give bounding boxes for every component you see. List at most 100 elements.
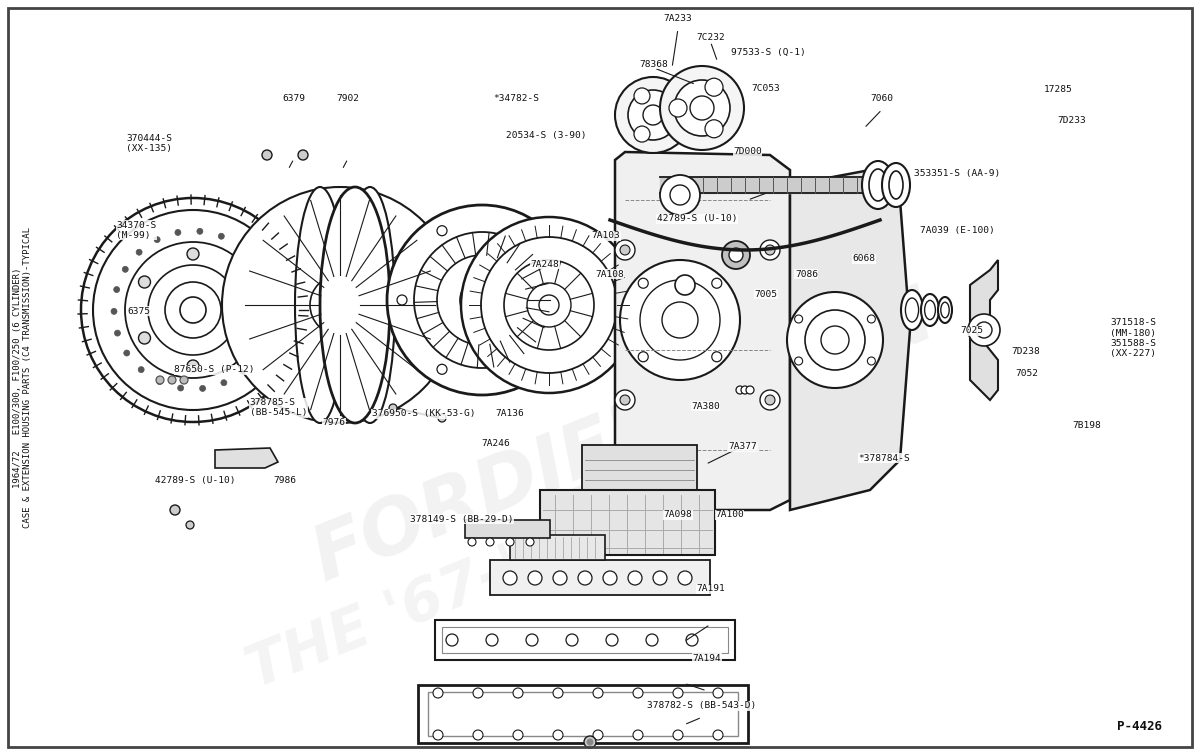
Ellipse shape — [882, 163, 910, 207]
Circle shape — [437, 255, 527, 345]
Circle shape — [461, 217, 637, 393]
Circle shape — [503, 571, 517, 585]
Circle shape — [136, 249, 142, 255]
Circle shape — [526, 634, 538, 646]
Circle shape — [114, 330, 120, 336]
Text: 376950-S (KK-53-G): 376950-S (KK-53-G) — [372, 409, 475, 418]
Circle shape — [148, 265, 238, 355]
Circle shape — [593, 688, 604, 698]
Text: 7A103: 7A103 — [592, 231, 620, 240]
Circle shape — [253, 260, 259, 266]
Text: 7060: 7060 — [870, 94, 894, 103]
Bar — [436, 620, 734, 660]
Circle shape — [553, 571, 568, 585]
Text: 7A098: 7A098 — [664, 510, 692, 519]
Circle shape — [667, 107, 683, 123]
Circle shape — [553, 730, 563, 740]
Bar — [510, 535, 605, 560]
Circle shape — [712, 352, 721, 362]
Circle shape — [199, 385, 205, 391]
Ellipse shape — [901, 290, 923, 330]
Circle shape — [660, 66, 744, 150]
Circle shape — [587, 739, 593, 745]
Circle shape — [566, 634, 578, 646]
Text: 7D238: 7D238 — [1012, 347, 1040, 356]
Text: 7005: 7005 — [754, 290, 778, 299]
Circle shape — [114, 287, 120, 292]
Circle shape — [678, 571, 692, 585]
Circle shape — [82, 198, 305, 422]
Circle shape — [673, 688, 683, 698]
Text: 7A233: 7A233 — [664, 14, 692, 23]
Circle shape — [604, 571, 617, 585]
Circle shape — [240, 368, 246, 374]
Ellipse shape — [906, 298, 919, 322]
Text: 7D000: 7D000 — [733, 146, 762, 156]
Text: FORDIFICATION: FORDIFICATION — [301, 279, 947, 596]
Text: 6375: 6375 — [127, 307, 150, 316]
Circle shape — [868, 357, 875, 365]
Circle shape — [805, 310, 865, 370]
Circle shape — [386, 205, 577, 395]
Circle shape — [557, 295, 568, 305]
Circle shape — [460, 278, 504, 322]
Circle shape — [486, 538, 494, 546]
Circle shape — [706, 120, 722, 137]
Text: 7A191: 7A191 — [696, 584, 725, 593]
Ellipse shape — [869, 169, 887, 201]
Ellipse shape — [938, 297, 952, 323]
Bar — [466, 520, 550, 538]
Circle shape — [125, 242, 262, 378]
Text: 7052: 7052 — [1015, 369, 1039, 378]
Circle shape — [486, 634, 498, 646]
Polygon shape — [215, 448, 278, 468]
Circle shape — [264, 279, 270, 285]
Text: *34782-S: *34782-S — [493, 94, 539, 103]
Text: 78368: 78368 — [640, 60, 668, 69]
Circle shape — [968, 314, 1000, 346]
Circle shape — [674, 275, 695, 295]
Text: 42789-S (U-10): 42789-S (U-10) — [155, 476, 236, 485]
Circle shape — [584, 736, 596, 748]
Circle shape — [713, 688, 722, 698]
Circle shape — [706, 79, 722, 96]
Circle shape — [690, 96, 714, 120]
Circle shape — [157, 378, 163, 384]
Circle shape — [638, 352, 648, 362]
Circle shape — [620, 260, 740, 380]
Text: 7C053: 7C053 — [751, 84, 780, 93]
Circle shape — [646, 634, 658, 646]
Circle shape — [578, 571, 592, 585]
Circle shape — [238, 244, 244, 250]
Circle shape — [254, 353, 260, 359]
Circle shape — [472, 290, 492, 310]
Circle shape — [322, 287, 358, 323]
Circle shape — [112, 308, 118, 314]
Circle shape — [722, 241, 750, 269]
Circle shape — [481, 237, 617, 373]
Circle shape — [180, 376, 188, 384]
Circle shape — [686, 634, 698, 646]
Text: 370444-S
(XX-135): 370444-S (XX-135) — [126, 134, 172, 153]
Circle shape — [517, 364, 527, 374]
Circle shape — [539, 295, 559, 315]
Ellipse shape — [320, 187, 390, 423]
Text: 7D233: 7D233 — [1057, 116, 1086, 125]
Circle shape — [634, 88, 650, 104]
Circle shape — [746, 386, 754, 394]
Text: 7A246: 7A246 — [481, 439, 510, 448]
Circle shape — [298, 150, 308, 160]
Text: 97533-S (Q-1): 97533-S (Q-1) — [731, 48, 805, 57]
Text: 7A100: 7A100 — [715, 510, 744, 519]
Text: 20534-S (3-90): 20534-S (3-90) — [505, 131, 587, 140]
Circle shape — [178, 385, 184, 391]
Text: 7A039 (E-100): 7A039 (E-100) — [920, 226, 995, 235]
Circle shape — [634, 688, 643, 698]
Text: 7A136: 7A136 — [496, 409, 524, 418]
Ellipse shape — [925, 300, 936, 319]
Circle shape — [473, 688, 482, 698]
Circle shape — [643, 105, 662, 125]
Circle shape — [269, 311, 275, 317]
Circle shape — [794, 315, 803, 323]
Bar — [418, 685, 748, 743]
